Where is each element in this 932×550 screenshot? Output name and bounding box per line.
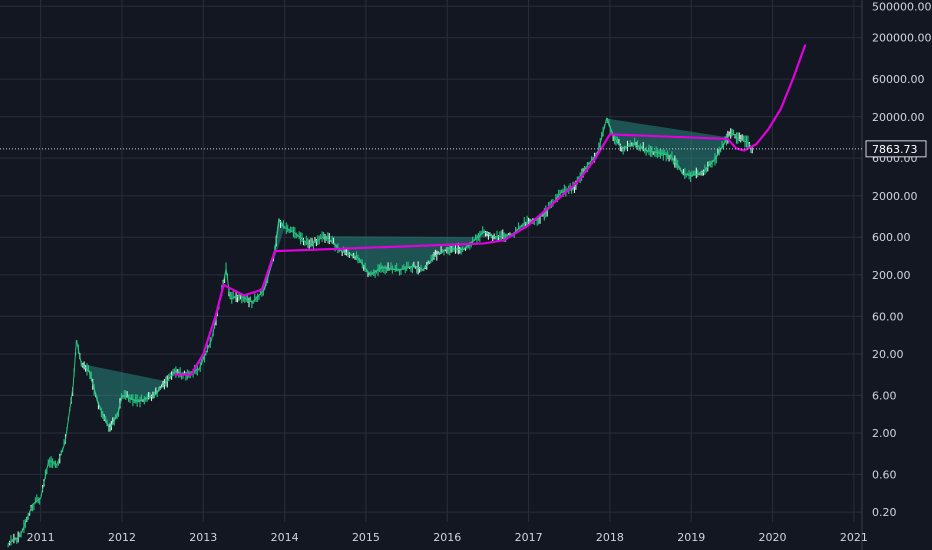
x-tick-label: 2014 bbox=[271, 531, 299, 544]
y-tick-label: 500000.00 bbox=[872, 0, 932, 13]
cup-fill bbox=[606, 118, 728, 176]
y-tick-label: 200000.00 bbox=[872, 32, 932, 45]
x-tick-label: 2021 bbox=[840, 531, 868, 544]
y-tick-label: 2.00 bbox=[872, 427, 897, 440]
y-tick-label: 2000.00 bbox=[872, 190, 918, 203]
x-tick-label: 2018 bbox=[596, 531, 624, 544]
x-tick-label: 2019 bbox=[677, 531, 705, 544]
x-tick-label: 2020 bbox=[759, 531, 787, 544]
time-axis[interactable]: 2011 2012 2013 2014 2015 2016 2017 2018 2019 2020… bbox=[27, 531, 868, 544]
x-tick-label: 2017 bbox=[515, 531, 543, 544]
grid bbox=[0, 0, 862, 522]
y-tick-label: 60.00 bbox=[872, 310, 904, 323]
current-price-label: 7863.73 bbox=[872, 143, 918, 156]
x-tick-label: 2015 bbox=[352, 531, 380, 544]
price-line bbox=[7, 116, 753, 545]
current-price-tag: 7863.73 bbox=[865, 140, 927, 158]
cup-fill bbox=[325, 231, 497, 275]
y-tick-label: 20.00 bbox=[872, 348, 904, 361]
y-tick-label: 0.60 bbox=[872, 468, 897, 481]
x-tick-label: 2016 bbox=[433, 531, 461, 544]
x-tick-label: 2011 bbox=[27, 531, 55, 544]
x-tick-label: 2012 bbox=[108, 531, 136, 544]
price-series bbox=[7, 116, 753, 548]
y-tick-label: 600.00 bbox=[872, 231, 911, 244]
projection-line bbox=[173, 44, 807, 376]
y-tick-label: 20000.00 bbox=[872, 111, 925, 124]
projection-series bbox=[173, 44, 807, 376]
y-tick-label: 0.20 bbox=[872, 506, 897, 519]
y-tick-label: 6.00 bbox=[872, 389, 897, 402]
x-tick-label: 2013 bbox=[189, 531, 217, 544]
y-tick-label: 60000.00 bbox=[872, 73, 925, 86]
current-price-box bbox=[865, 140, 927, 158]
y-tick-label: 200.00 bbox=[872, 269, 911, 282]
